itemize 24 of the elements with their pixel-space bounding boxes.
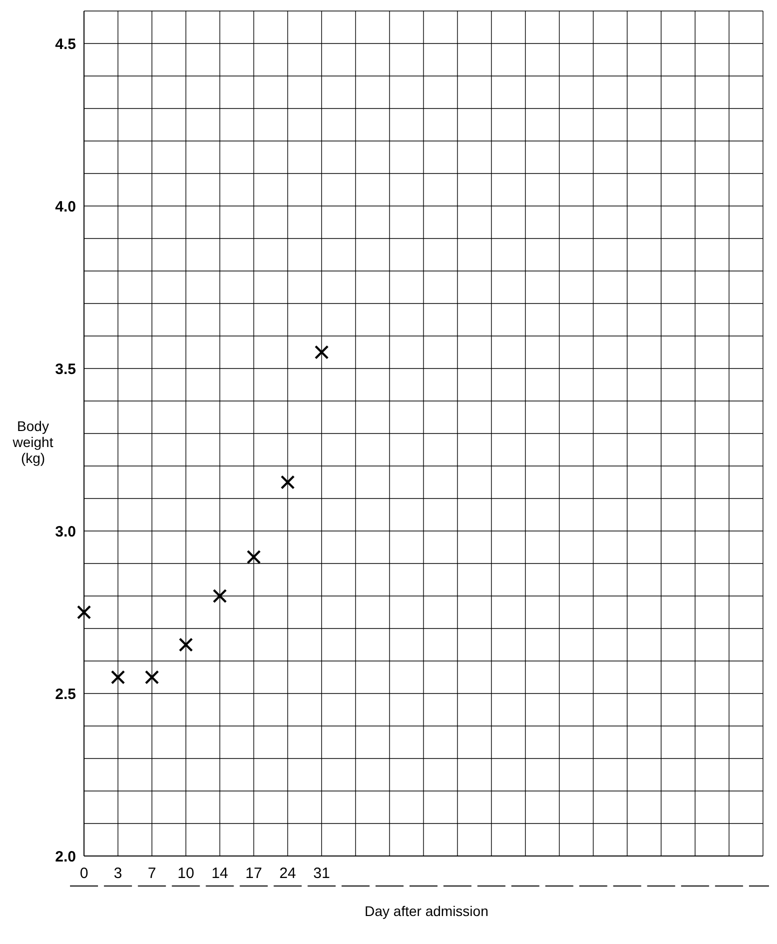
y-tick-label: 4.5	[55, 36, 76, 53]
point	[212, 588, 227, 604]
point	[178, 638, 193, 652]
text: 2.0	[55, 848, 76, 866]
y-tick-label: 2.5	[55, 686, 76, 703]
point	[280, 475, 295, 490]
x-tick-label: 10	[178, 865, 194, 882]
point	[144, 670, 159, 684]
x-tick-label: 7	[148, 865, 156, 882]
x-tick-label: 31	[313, 865, 330, 882]
x-axis-title: Day after admission	[364, 903, 490, 919]
y-axis-title: Body weight (kg)	[12, 418, 54, 466]
x-tick-label: 14	[211, 865, 228, 882]
point	[110, 670, 126, 684]
y-tick-label: 4.0	[55, 198, 76, 216]
point	[76, 605, 92, 620]
y-tick-label: 3.5	[55, 360, 76, 378]
point	[314, 345, 329, 360]
x-tick-label: 0	[80, 865, 88, 882]
point	[246, 550, 261, 564]
x-tick-label: 17	[245, 865, 262, 882]
y-tick-label: 3.0	[55, 523, 76, 540]
x-tick-label: 24	[279, 865, 296, 882]
x-tick-label: 3	[114, 865, 122, 882]
